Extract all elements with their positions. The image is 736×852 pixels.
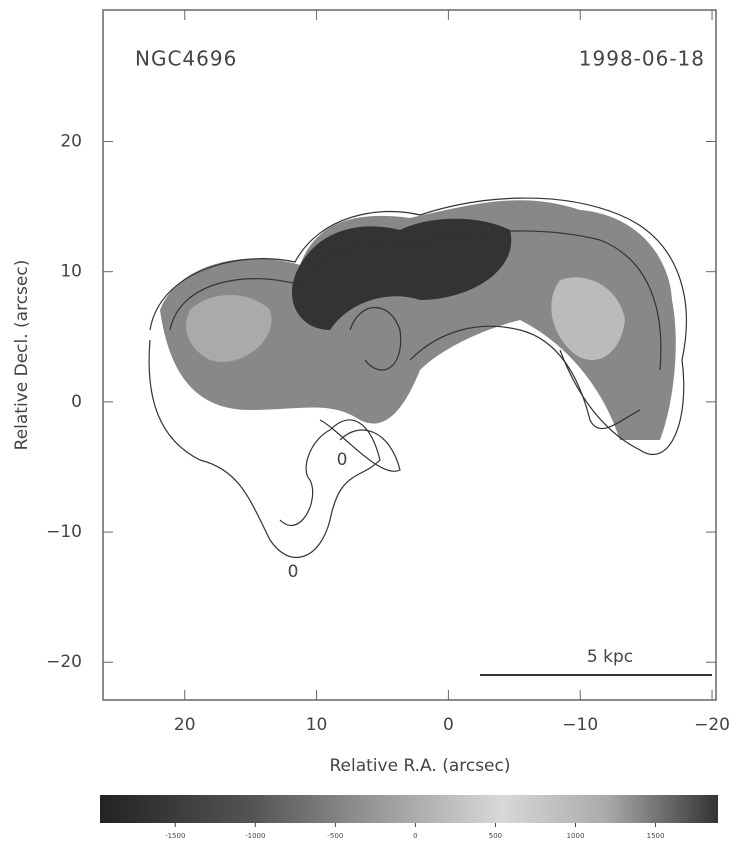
x-tick-label: 20 [174,715,196,735]
x-tick-label: 10 [306,715,328,735]
velocity-field [291,218,512,330]
scale-label: 5 kpc [587,647,633,667]
x-tick-label: −20 [694,715,730,735]
velocity-field [551,277,625,360]
colorbar-tick-label: 1500 [647,832,665,840]
colorbar-tick-label: -500 [327,832,343,840]
colorbar-tick-label: 1000 [567,832,585,840]
velocity-field [186,295,272,362]
x-tick-label: 0 [443,715,454,735]
panel-date: 1998-06-18 [579,47,705,71]
contour-label: 0 [337,450,348,470]
emission-map [148,197,687,558]
colorbar-tick-label: -1500 [165,832,185,840]
panel-title: NGC4696 [135,47,237,71]
colorbar [100,795,718,823]
x-tick-label: −10 [562,715,598,735]
y-tick-label: −20 [46,652,82,672]
y-tick-label: 20 [60,131,82,151]
velocity-field [160,200,676,440]
plot-frame [102,9,717,701]
colorbar-tick-label: 500 [489,832,502,840]
colorbar-tick-label: -1000 [245,832,265,840]
x-axis-label: Relative R.A. (arcsec) [329,756,510,776]
contour-label: 0 [288,562,299,582]
y-tick-label: 10 [60,262,82,282]
y-tick-label: −10 [46,522,82,542]
colorbar-tick-label: 0 [413,832,417,840]
y-axis-label: Relative Decl. (arcsec) [12,260,32,451]
y-tick-label: 0 [71,392,82,412]
